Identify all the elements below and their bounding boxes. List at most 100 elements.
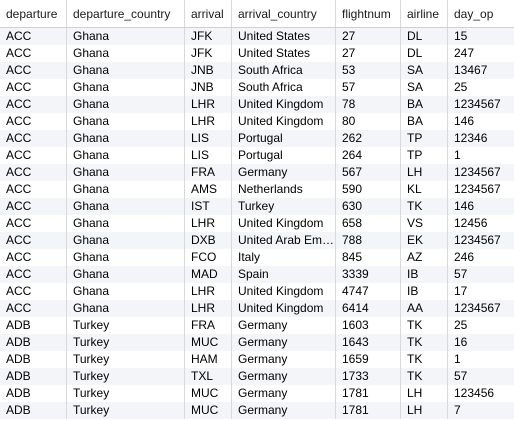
table-row[interactable]: ACC Ghana LHR United Kingdom 4747 IB 17	[0, 283, 514, 300]
cell-airline[interactable]: LH	[401, 402, 448, 419]
cell-day-op[interactable]: 1	[454, 148, 461, 162]
cell-day-op[interactable]: 25	[454, 80, 468, 94]
cell-departure[interactable]: ACC	[0, 45, 67, 62]
cell-arrival-country[interactable]: Turkey	[232, 198, 336, 215]
cell-flightnum[interactable]: 1781	[336, 385, 401, 402]
cell-flightnum[interactable]: 80	[336, 113, 401, 130]
cell-arrival-country[interactable]: Germany	[232, 385, 336, 402]
cell-flightnum[interactable]: 658	[336, 215, 401, 232]
cell-departure-country[interactable]: Ghana	[67, 28, 185, 45]
cell-arrival-country[interactable]: Netherlands	[232, 181, 336, 198]
cell-airline[interactable]: SA	[401, 62, 448, 79]
cell-arrival-country[interactable]: Germany	[232, 368, 336, 385]
cell-departure-country[interactable]: Ghana	[67, 164, 185, 181]
table-row[interactable]: ACC Ghana LIS Portugal 262 TP 12346	[0, 130, 514, 147]
cell-airline[interactable]: TK	[401, 351, 448, 368]
cell-airline[interactable]: LH	[401, 164, 448, 181]
cell-arrival-country[interactable]: South Africa	[232, 79, 336, 96]
cell-day-op[interactable]: 1234567	[454, 165, 501, 179]
cell-departure-country[interactable]: Ghana	[67, 147, 185, 164]
cell-arrival-country[interactable]: United Kingdom	[232, 113, 336, 130]
cell-airline[interactable]: EK	[401, 232, 448, 249]
table-row[interactable]: ACC Ghana AMS Netherlands 590 KL 1234567	[0, 181, 514, 198]
cell-departure-country[interactable]: Ghana	[67, 283, 185, 300]
cell-flightnum[interactable]: 4747	[336, 283, 401, 300]
cell-departure[interactable]: ACC	[0, 164, 67, 181]
cell-arrival[interactable]: FRA	[185, 164, 232, 181]
cell-arrival-country[interactable]: United States	[232, 45, 336, 62]
cell-day-op[interactable]: 12456	[454, 216, 488, 230]
cell-departure[interactable]: ADB	[0, 317, 67, 334]
cell-departure-country[interactable]: Turkey	[67, 351, 185, 368]
cell-airline[interactable]: SA	[401, 79, 448, 96]
cell-departure[interactable]: ADB	[0, 351, 67, 368]
cell-arrival[interactable]: MUC	[185, 385, 232, 402]
cell-day-op[interactable]: 7	[454, 403, 461, 417]
cell-flightnum[interactable]: 27	[336, 45, 401, 62]
cell-arrival-country[interactable]: Germany	[232, 334, 336, 351]
cell-flightnum[interactable]: 262	[336, 130, 401, 147]
cell-arrival[interactable]: LIS	[185, 147, 232, 164]
cell-departure[interactable]: ACC	[0, 232, 67, 249]
cell-departure-country[interactable]: Turkey	[67, 385, 185, 402]
cell-flightnum[interactable]: 1659	[336, 351, 401, 368]
cell-arrival-country[interactable]: United States	[232, 28, 336, 45]
table-row[interactable]: ACC Ghana FRA Germany 567 LH 1234567	[0, 164, 514, 181]
table-row[interactable]: ACC Ghana LHR United Kingdom 80 BA 146	[0, 113, 514, 130]
cell-arrival-country[interactable]: Portugal	[232, 130, 336, 147]
table-row[interactable]: ADB Turkey TXL Germany 1733 TK 57	[0, 368, 514, 385]
cell-airline[interactable]: BA	[401, 96, 448, 113]
cell-departure-country[interactable]: Ghana	[67, 215, 185, 232]
cell-arrival[interactable]: JFK	[185, 28, 232, 45]
cell-flightnum[interactable]: 78	[336, 96, 401, 113]
cell-departure-country[interactable]: Ghana	[67, 96, 185, 113]
cell-arrival-country[interactable]: Germany	[232, 402, 336, 419]
cell-departure-country[interactable]: Turkey	[67, 334, 185, 351]
cell-arrival[interactable]: FCO	[185, 249, 232, 266]
cell-arrival-country[interactable]: United Kingdom	[232, 96, 336, 113]
table-row[interactable]: ACC Ghana JFK United States 27 DL 15	[0, 28, 514, 45]
cell-arrival[interactable]: MUC	[185, 334, 232, 351]
cell-day-op[interactable]: 57	[454, 267, 468, 281]
cell-airline[interactable]: VS	[401, 215, 448, 232]
cell-airline[interactable]: BA	[401, 113, 448, 130]
cell-arrival-country[interactable]: United Kingdom	[232, 300, 336, 317]
cell-arrival[interactable]: JNB	[185, 79, 232, 96]
cell-arrival[interactable]: LHR	[185, 215, 232, 232]
column-header-day-op[interactable]: day_op	[454, 7, 494, 21]
cell-arrival[interactable]: LHR	[185, 96, 232, 113]
table-row[interactable]: ACC Ghana FCO Italy 845 AZ 246	[0, 249, 514, 266]
cell-flightnum[interactable]: 264	[336, 147, 401, 164]
cell-arrival[interactable]: IST	[185, 198, 232, 215]
cell-arrival-country[interactable]: Portugal	[232, 147, 336, 164]
cell-departure[interactable]: ACC	[0, 79, 67, 96]
cell-arrival[interactable]: JNB	[185, 62, 232, 79]
cell-arrival[interactable]: MAD	[185, 266, 232, 283]
cell-departure-country[interactable]: Ghana	[67, 62, 185, 79]
cell-arrival-country[interactable]: Germany	[232, 351, 336, 368]
cell-day-op[interactable]: 1234567	[454, 301, 501, 315]
cell-departure[interactable]: ACC	[0, 283, 67, 300]
cell-airline[interactable]: AZ	[401, 249, 448, 266]
table-row[interactable]: ACC Ghana LHR United Kingdom 6414 AA 1234567	[0, 300, 514, 317]
cell-airline[interactable]: TK	[401, 334, 448, 351]
cell-arrival[interactable]: FRA	[185, 317, 232, 334]
cell-airline[interactable]: AA	[401, 300, 448, 317]
table-row[interactable]: ACC Ghana JNB South Africa 53 SA 13467	[0, 62, 514, 79]
cell-day-op[interactable]: 57	[454, 369, 468, 383]
cell-day-op[interactable]: 16	[454, 335, 468, 349]
cell-arrival[interactable]: AMS	[185, 181, 232, 198]
cell-arrival[interactable]: JFK	[185, 45, 232, 62]
column-header-departure[interactable]: departure	[0, 0, 67, 27]
cell-airline[interactable]: DL	[401, 28, 448, 45]
cell-arrival[interactable]: MUC	[185, 402, 232, 419]
cell-arrival-country[interactable]: South Africa	[232, 62, 336, 79]
cell-flightnum[interactable]: 1603	[336, 317, 401, 334]
table-row[interactable]: ADB Turkey MUC Germany 1781 LH 123456	[0, 385, 514, 402]
column-header-airline[interactable]: airline	[401, 0, 448, 27]
cell-day-op[interactable]: 123456	[454, 386, 495, 400]
cell-airline[interactable]: TK	[401, 368, 448, 385]
column-header-arrival[interactable]: arrival	[185, 0, 232, 27]
cell-arrival[interactable]: LHR	[185, 283, 232, 300]
cell-arrival[interactable]: TXL	[185, 368, 232, 385]
